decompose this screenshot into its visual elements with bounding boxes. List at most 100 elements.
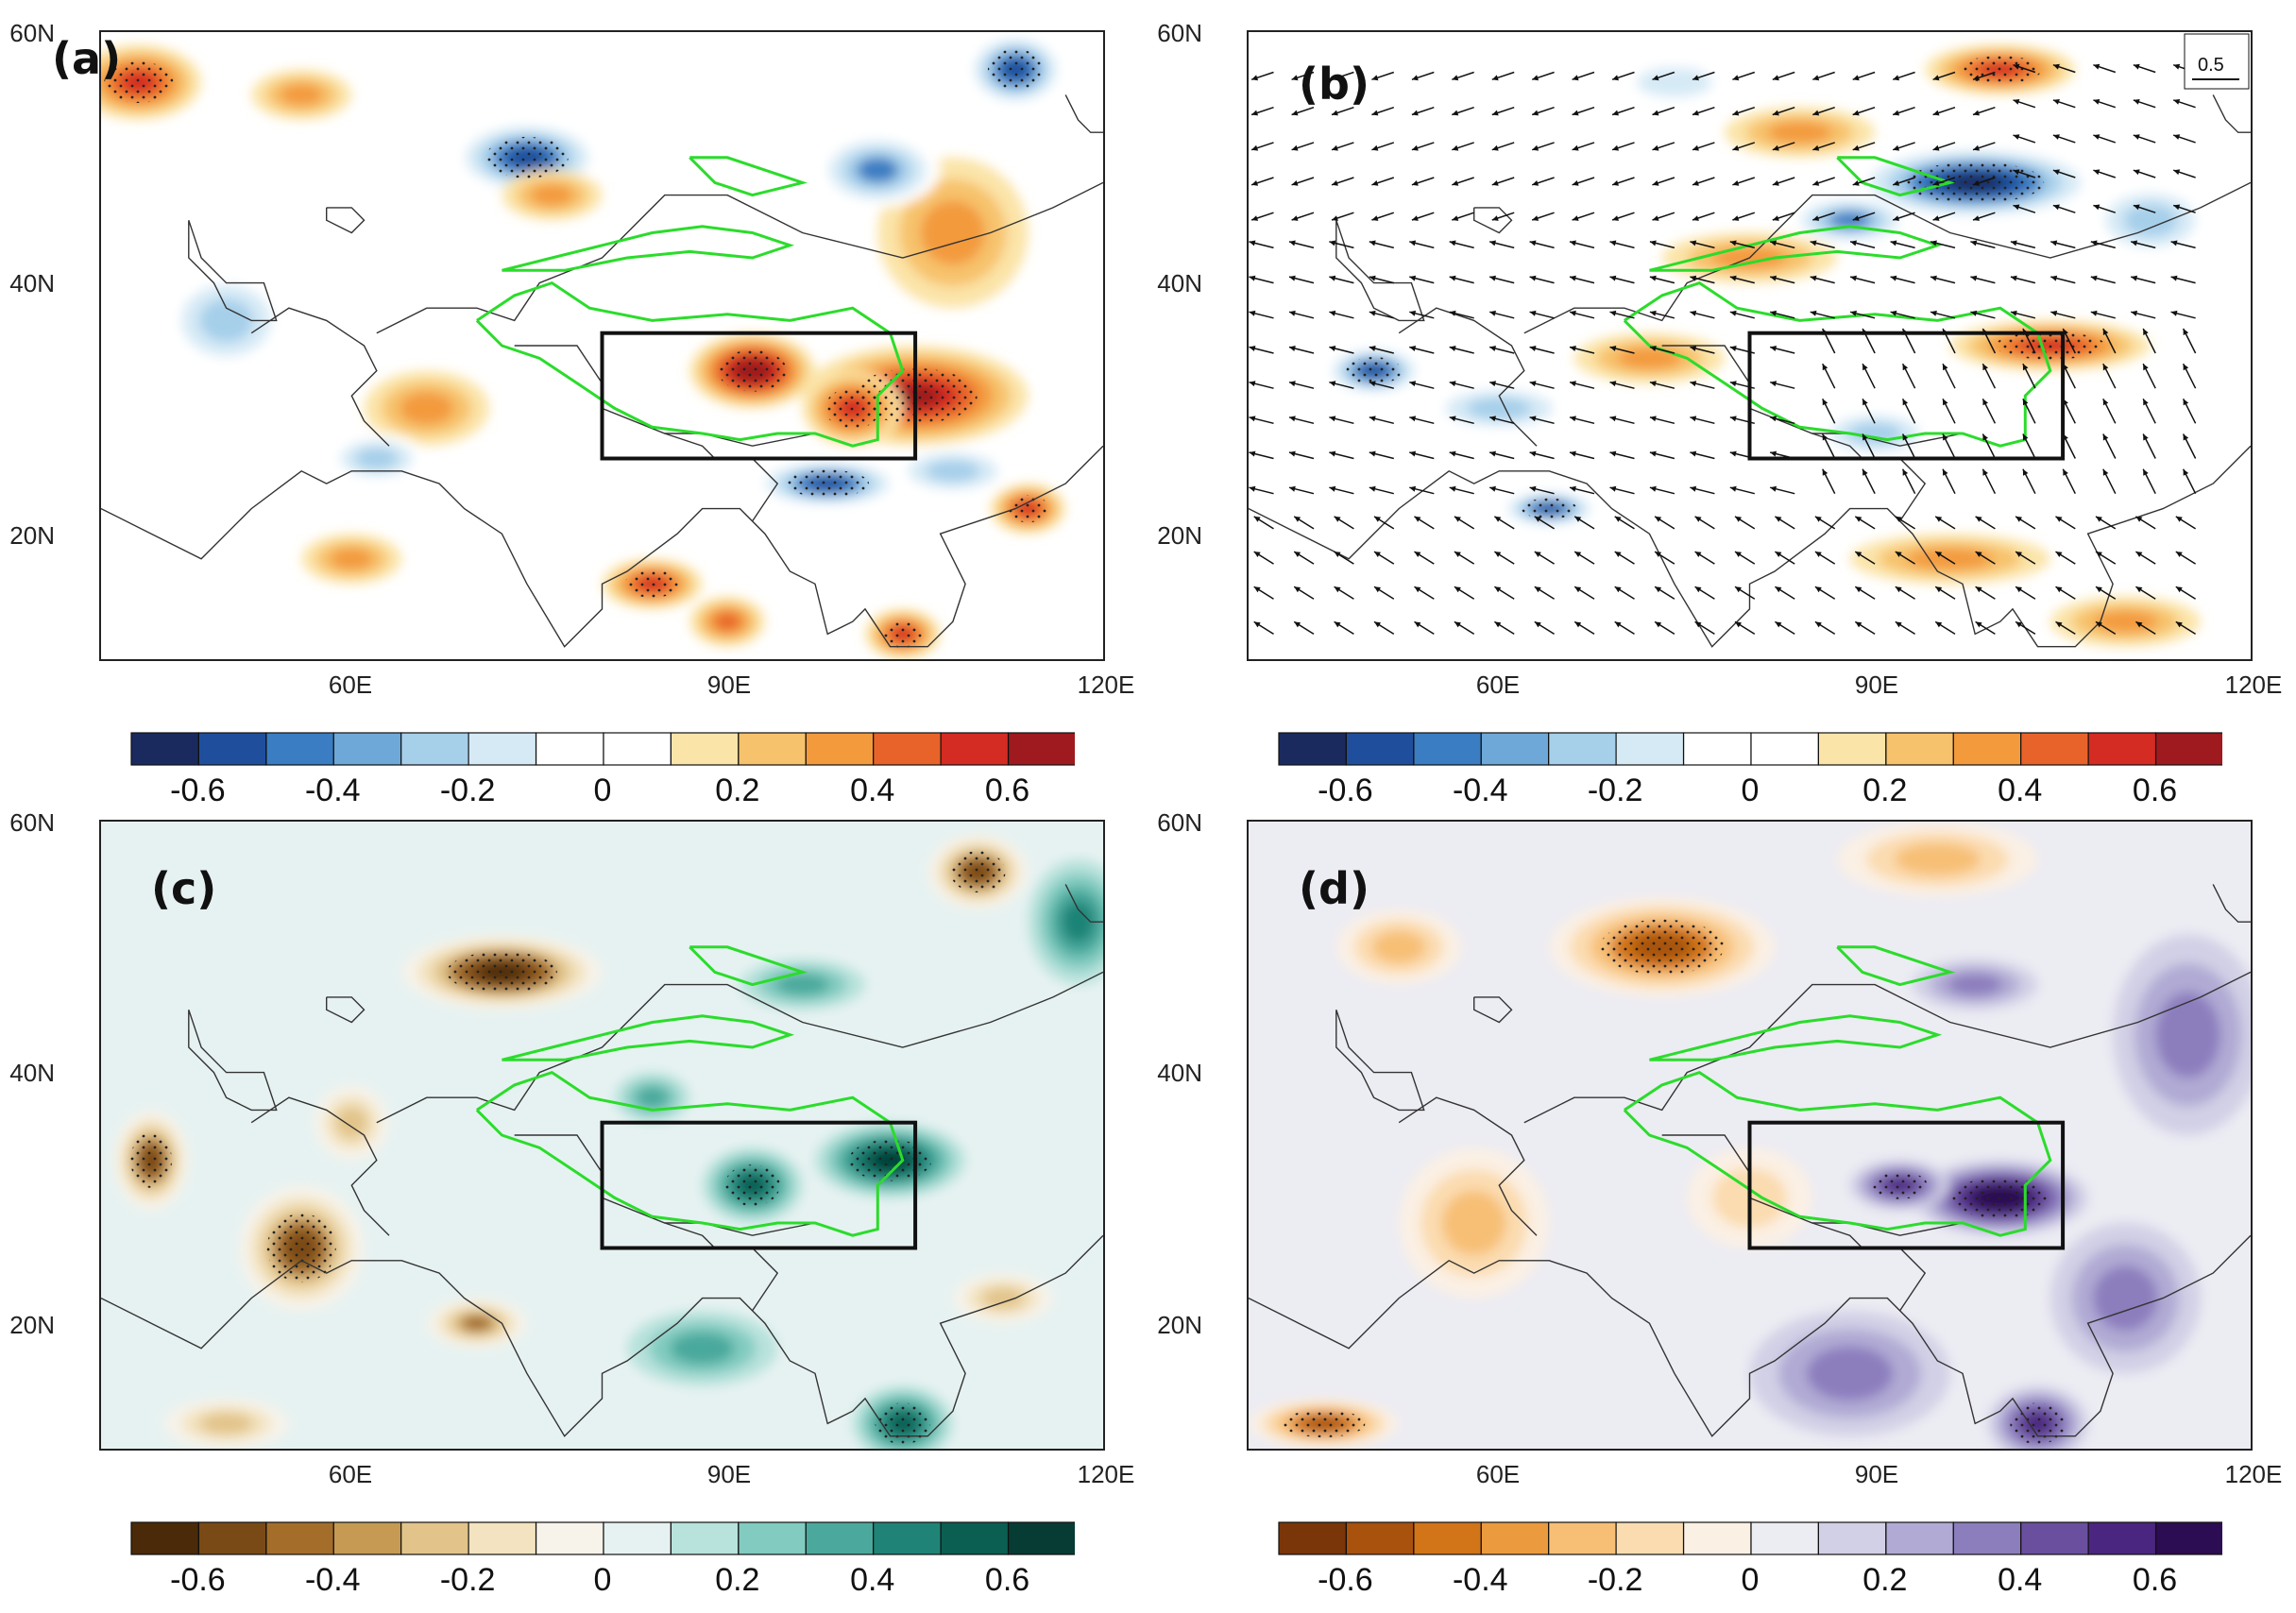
wind-arrowhead: [1975, 586, 1982, 593]
colorbar-a: [130, 732, 1075, 766]
wind-arrowhead: [2022, 433, 2029, 441]
wind-arrowhead: [2173, 134, 2181, 140]
lon-label-90e: 90E: [1854, 1460, 1899, 1488]
wind-arrowhead: [1371, 110, 1379, 116]
map-d-field: [1249, 822, 2251, 1449]
field-contour: [1828, 212, 1871, 229]
wind-arrowhead: [1570, 381, 1576, 387]
wind-arrowhead: [1532, 144, 1539, 151]
wind-arrowhead: [1694, 516, 1702, 522]
wind-arrowhead: [1862, 364, 1868, 371]
colorbar-c: [130, 1521, 1075, 1555]
lon-label-90e: 90E: [706, 1460, 752, 1488]
wind-arrowhead: [1374, 552, 1381, 557]
wind-arrowhead: [2015, 516, 2022, 522]
wind-arrowhead: [1411, 180, 1419, 186]
wind-arrowhead: [2022, 399, 2029, 406]
colorbar-swatch: [332, 732, 402, 766]
wind-arrowhead: [1449, 275, 1456, 281]
wind-arrowhead: [2013, 169, 2020, 176]
wind-arrowhead: [2055, 621, 2063, 628]
wind-arrowhead: [1729, 346, 1737, 351]
colorbar-tick-label: -0.2: [1587, 1562, 1643, 1598]
colorbar-swatch: [1548, 1521, 1617, 1555]
wind-arrowhead: [1414, 516, 1421, 522]
field-contour: [2155, 992, 2220, 1078]
wind-arrowhead: [1570, 416, 1576, 422]
wind-arrowhead: [2133, 134, 2140, 140]
wind-arrowhead: [1935, 586, 1943, 593]
wind-arrowhead: [1609, 346, 1617, 351]
wind-arrowhead: [1409, 310, 1417, 316]
coastline: [188, 219, 278, 322]
lon-label-120e: 120E: [2224, 671, 2283, 699]
wind-arrowhead: [2173, 169, 2181, 176]
wind-arrowhead: [1532, 75, 1539, 81]
significance-stipple: [786, 469, 869, 498]
colorbar-swatch: [1817, 732, 1887, 766]
wind-arrowhead: [1902, 468, 1909, 476]
significance-stipple: [1282, 1409, 1366, 1437]
colorbar-tick-label: 0.2: [1862, 1562, 1908, 1598]
colorbar-swatch: [400, 732, 469, 766]
panel-b: (b) 0.5 60N 40N 20N 60E 90E 120E -0.6 -0.…: [1148, 0, 2282, 808]
colorbar-tick-label: -0.6: [170, 1562, 226, 1598]
wind-arrowhead: [2131, 275, 2138, 281]
wind-arrowhead: [1850, 240, 1857, 246]
colorbar-tick-label: -0.6: [1318, 1562, 1373, 1598]
wind-arrowhead: [1975, 552, 1982, 557]
wind-arrowhead: [1902, 433, 1909, 441]
wind-arrowhead: [1249, 275, 1256, 281]
wind-arrowhead: [1694, 552, 1702, 557]
significance-stipple: [881, 620, 924, 649]
coastline: [1335, 219, 1425, 322]
wind-arrowhead: [1729, 485, 1737, 492]
wind-arrowhead: [1810, 240, 1817, 246]
tianshan-outline: [1649, 225, 1943, 272]
significance-stipple: [724, 1164, 780, 1206]
field-contour: [335, 1106, 368, 1139]
map-c: [99, 820, 1105, 1451]
wind-arrowhead: [1369, 450, 1376, 457]
field-contour: [2093, 610, 2158, 633]
wind-arrowhead: [2133, 204, 2140, 211]
wind-arrowhead: [1895, 516, 1902, 522]
tianshan-outline: [502, 225, 795, 272]
wind-arrowhead: [1291, 215, 1299, 221]
wind-arrowhead: [1572, 110, 1579, 116]
field-contour: [2093, 1265, 2158, 1331]
field-contour: [926, 460, 980, 483]
colorbar-tick-label: 0: [593, 1562, 612, 1598]
wind-arrowhead: [2093, 63, 2100, 70]
field-contour: [1637, 67, 1712, 97]
wind-arrowhead: [1890, 310, 1897, 316]
wind-arrowhead: [1855, 621, 1862, 628]
colorbar-swatch: [873, 1521, 942, 1555]
wind-arrowhead: [1692, 75, 1699, 81]
wind-arrowhead: [2143, 399, 2149, 406]
colorbar-swatch: [738, 732, 807, 766]
coastline: [514, 345, 816, 447]
wind-arrowhead: [1570, 450, 1576, 457]
field-contour: [775, 974, 830, 995]
wind-arrowhead: [1332, 75, 1338, 81]
wind-arrowhead: [1930, 240, 1937, 246]
wind-arrowhead: [1572, 75, 1579, 81]
wind-arrowhead: [1649, 381, 1657, 387]
map-b: [1247, 30, 2253, 661]
colorbar-swatch: [805, 1521, 875, 1555]
wind-arrowhead: [1489, 381, 1496, 387]
wind-arrowhead: [1494, 552, 1502, 557]
wind-arrowhead: [2055, 516, 2063, 522]
wind-arrowhead: [1249, 485, 1256, 492]
wind-arrowhead: [2133, 63, 2140, 70]
wind-arrowhead: [1692, 110, 1699, 116]
coastline: [1398, 1096, 1538, 1236]
wind-arrowhead: [1449, 346, 1456, 351]
wind-arrowhead: [1249, 450, 1256, 457]
wind-arrowhead: [1932, 180, 1940, 186]
altai-outline: [689, 156, 808, 197]
wind-arrowhead: [1253, 552, 1261, 557]
wind-arrowhead: [1770, 275, 1777, 281]
significance-stipple: [624, 569, 680, 598]
